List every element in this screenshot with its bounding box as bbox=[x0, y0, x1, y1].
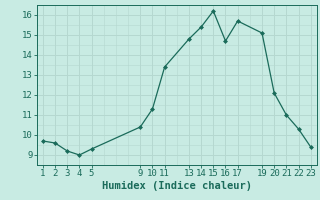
X-axis label: Humidex (Indice chaleur): Humidex (Indice chaleur) bbox=[102, 181, 252, 191]
